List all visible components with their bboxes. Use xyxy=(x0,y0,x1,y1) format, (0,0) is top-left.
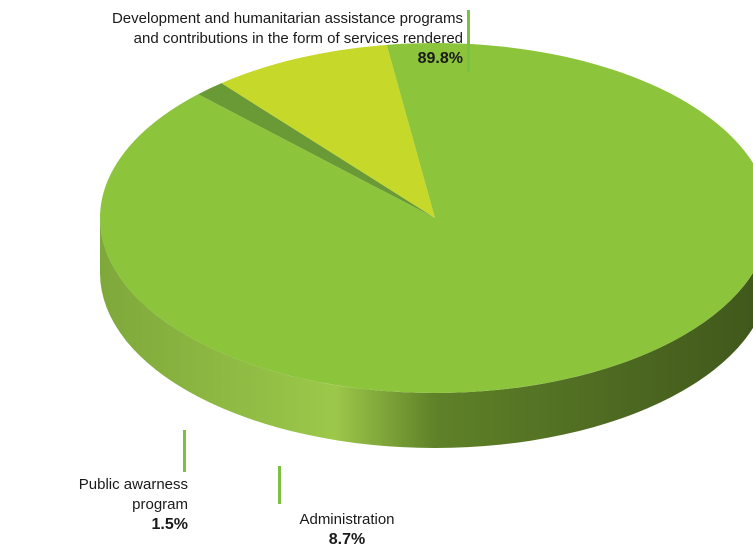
slice-label-public-awareness: Public awarness program 1.5% xyxy=(20,475,188,535)
slice-label-text: program xyxy=(132,496,188,513)
pie-slice-development-and xyxy=(100,43,753,393)
slice-label-text: Public awarness xyxy=(78,476,188,493)
pie-side-wall xyxy=(100,218,753,448)
pie-slice-administration xyxy=(221,44,435,218)
pie-slice-public-awarness xyxy=(198,83,435,218)
pie-top xyxy=(100,43,753,393)
slice-label-text: and contributions in the form of service… xyxy=(133,30,463,47)
leader-line-development xyxy=(467,10,470,72)
slice-label-text: Administration xyxy=(299,511,395,528)
slice-label-administration: Administration 8.7% xyxy=(287,510,407,550)
slice-label-development: Development and humanitarian assistance … xyxy=(3,9,463,69)
leader-line-public-awareness xyxy=(183,430,186,472)
slice-value: 89.8% xyxy=(417,50,463,67)
slice-value: 8.7% xyxy=(328,531,366,548)
pie-side xyxy=(100,218,753,448)
slice-label-text: Development and humanitarian assistance … xyxy=(111,10,463,27)
slice-value: 1.5% xyxy=(151,516,188,533)
leader-line-administration xyxy=(278,466,281,504)
